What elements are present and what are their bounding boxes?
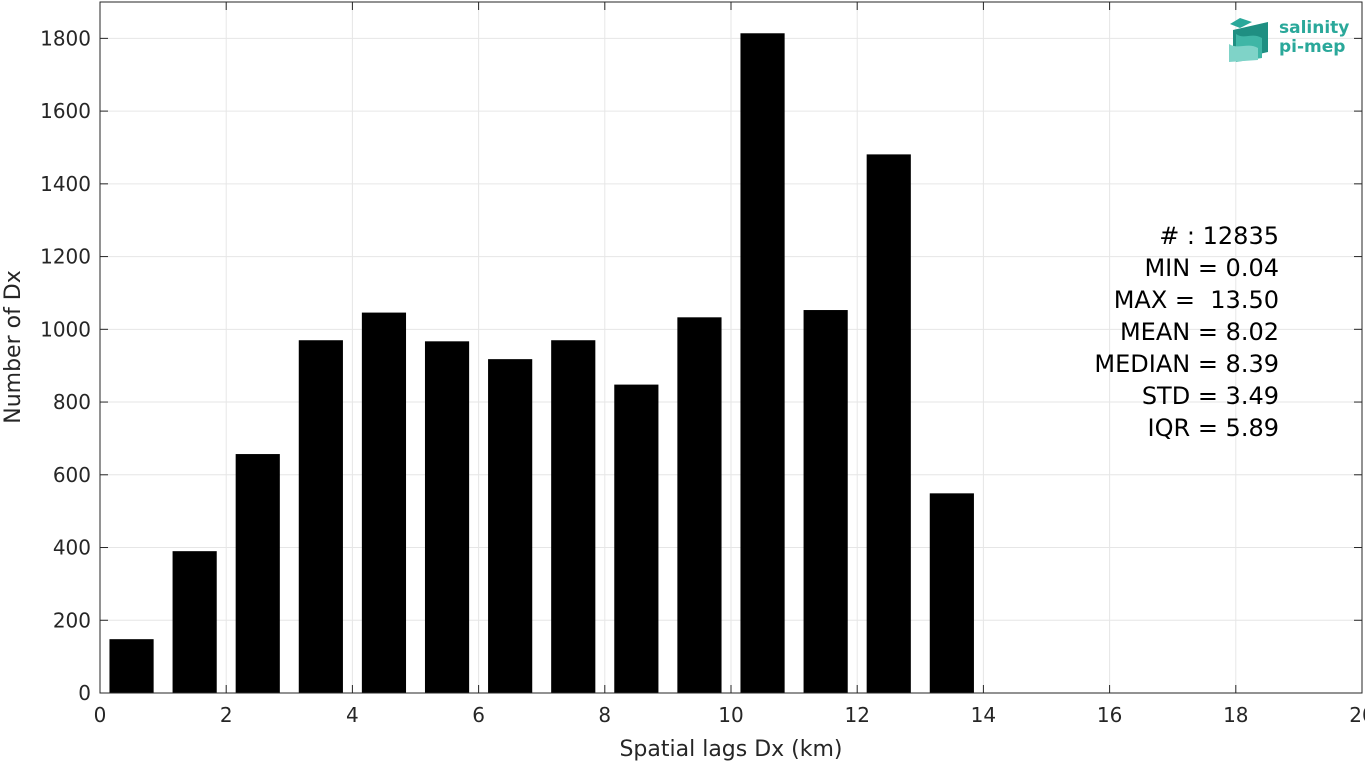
x-tick-label: 4 (346, 703, 359, 727)
logo-waves-icon (1229, 18, 1268, 62)
logo-line2: pi-mep (1279, 37, 1345, 57)
stats-min: MIN = 0.04 (1144, 254, 1279, 282)
bar (488, 359, 533, 693)
bar (677, 317, 722, 693)
stats-std: STD = 3.49 (1142, 382, 1279, 410)
bar (803, 310, 848, 693)
bar (614, 384, 659, 693)
y-tick-label: 600 (53, 463, 91, 487)
bars (109, 33, 974, 694)
bar (109, 639, 154, 693)
x-tick-label: 0 (94, 703, 107, 727)
stats-max: MAX = 13.50 (1114, 286, 1279, 314)
x-tick-label: 14 (971, 703, 996, 727)
y-axis-label: Number of Dx (1, 270, 26, 424)
y-tick-label: 1400 (40, 172, 91, 196)
y-tick-label: 400 (53, 536, 91, 560)
x-tick-label: 6 (472, 703, 485, 727)
logo-line1: salinity (1279, 18, 1349, 38)
bar (361, 312, 407, 693)
x-tick-labels: 0 2 4 6 8 10 12 14 16 18 20 (94, 703, 1365, 727)
y-tick-labels: 0 200 400 600 800 1000 1200 1400 1600 1800 (40, 26, 91, 705)
bar (424, 341, 470, 693)
bar (740, 33, 785, 693)
y-tick-label: 1800 (40, 26, 91, 50)
stats-median: MEDIAN = 8.39 (1094, 350, 1279, 378)
stats-iqr: IQR = 5.89 (1148, 414, 1279, 442)
y-tick-label: 800 (53, 390, 91, 414)
bar (929, 493, 974, 693)
stats-mean: MEAN = 8.02 (1120, 318, 1279, 346)
y-tick-label: 1600 (40, 99, 91, 123)
x-axis-label: Spatial lags Dx (km) (619, 737, 842, 762)
x-tick-label: 2 (220, 703, 233, 727)
y-tick-label: 1000 (40, 317, 91, 341)
stats-count: # : 12835 (1159, 222, 1279, 250)
axes (99, 1, 1363, 694)
y-tick-label: 200 (53, 608, 91, 632)
bar (866, 154, 911, 694)
y-tick-label: 0 (78, 681, 91, 705)
x-tick-label: 10 (718, 703, 743, 727)
x-tick-label: 16 (1097, 703, 1122, 727)
stats-box: # : 12835 MIN = 0.04 MAX = 13.50 MEAN = … (1094, 222, 1279, 442)
x-tick-label: 8 (598, 703, 611, 727)
bar (172, 551, 217, 693)
bar (235, 454, 280, 693)
y-tick-label: 1200 (40, 245, 91, 269)
bar (298, 340, 343, 693)
grid-lines (100, 2, 1362, 693)
salinity-pimep-logo: salinity pi-mep (1229, 18, 1349, 62)
x-tick-label: 18 (1223, 703, 1248, 727)
bar (551, 340, 596, 693)
x-tick-label: 12 (844, 703, 869, 727)
x-tick-label: 20 (1349, 703, 1365, 727)
